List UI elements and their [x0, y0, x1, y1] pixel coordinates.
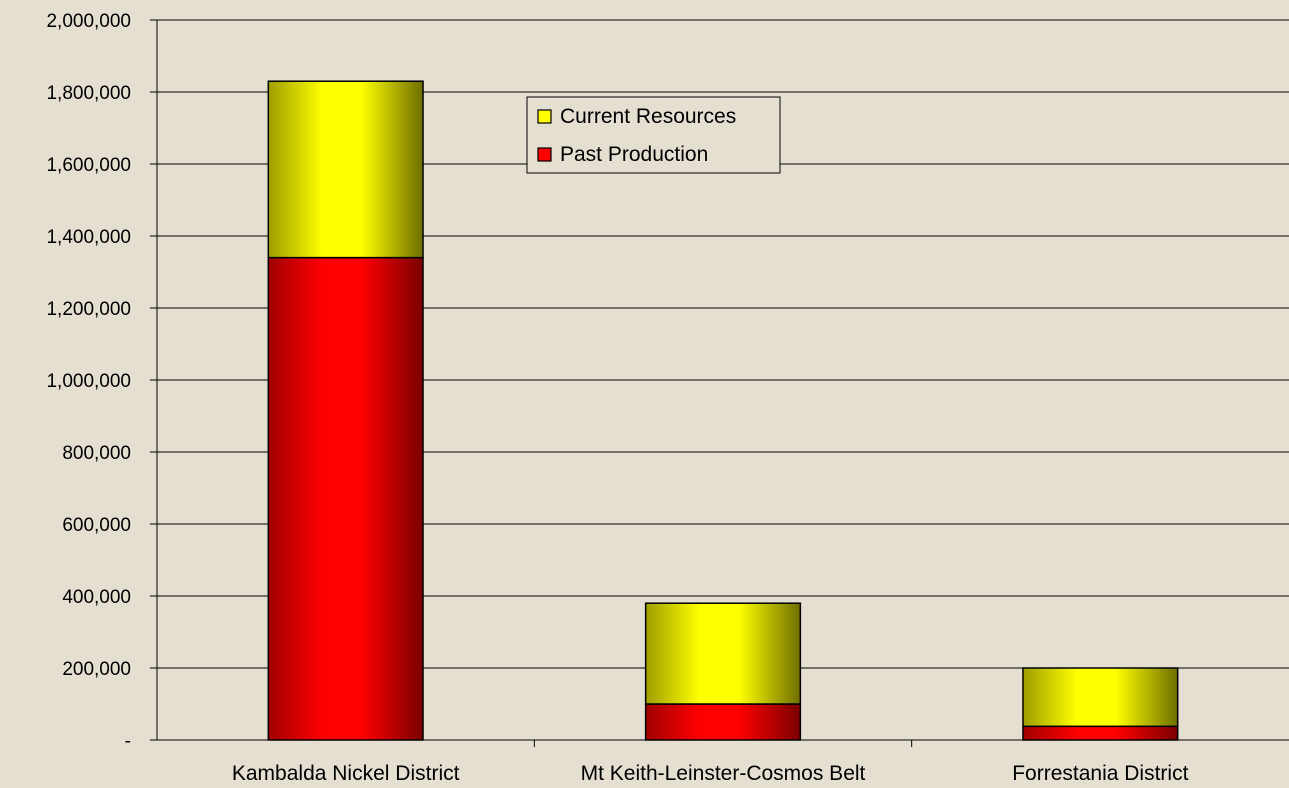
y-tick-label: 1,200,000	[46, 299, 131, 320]
x-category-label: Mt Keith-Leinster-Cosmos Belt	[581, 762, 866, 783]
y-tick-label: 2,000,000	[46, 11, 131, 32]
bar-past-production	[1022, 725, 1179, 741]
legend-label-current-resources: Current Resources	[560, 105, 736, 128]
bar-current-resources	[644, 602, 802, 705]
x-category-label: Forrestania District	[1012, 762, 1188, 783]
y-tick-label: 1,400,000	[46, 227, 131, 248]
bars	[267, 80, 1179, 741]
x-category-label: Kambalda Nickel District	[232, 762, 460, 783]
y-tick-label: 1,000,000	[46, 371, 131, 392]
bar-current-resources	[267, 80, 424, 259]
y-tick-label: -	[125, 731, 131, 752]
legend-swatch-past-production	[537, 147, 552, 162]
y-tick-label: 600,000	[62, 515, 131, 536]
y-tick-label: 400,000	[62, 587, 131, 608]
y-tick-label: 800,000	[62, 443, 131, 464]
legend-label-past-production: Past Production	[560, 143, 708, 166]
bar-past-production	[267, 256, 424, 741]
legend-swatch-current-resources	[537, 109, 552, 124]
y-tick-label: 200,000	[62, 659, 131, 680]
bar-current-resources	[1022, 667, 1179, 728]
bar-past-production	[644, 703, 802, 741]
axis-labels: - 200,000 400,000 600,000 800,000 1,000,000 1,…	[46, 11, 1188, 785]
y-tick-label: 1,800,000	[46, 83, 131, 104]
legend-box	[526, 96, 781, 174]
legend: Current Resources Past Production	[526, 96, 781, 174]
y-tick-label: 1,600,000	[46, 155, 131, 176]
